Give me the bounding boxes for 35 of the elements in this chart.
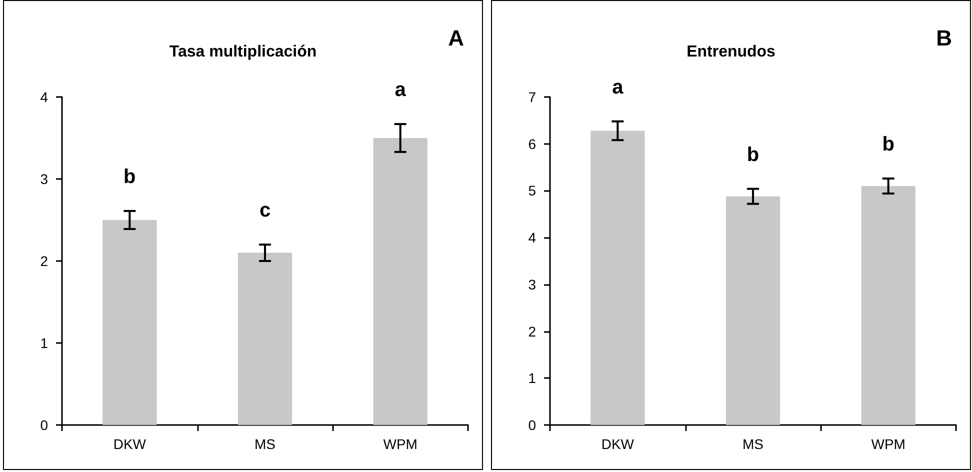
bar (373, 138, 428, 425)
y-tick-label: 7 (528, 89, 536, 105)
y-tick-label: 3 (528, 276, 536, 292)
y-tick-label: 0 (40, 417, 48, 433)
bar (238, 252, 292, 425)
y-tick-label: 6 (528, 136, 536, 152)
x-tick-label: MS (742, 436, 764, 452)
bar (102, 220, 157, 425)
y-tick-label: 1 (40, 335, 48, 351)
bar (726, 196, 780, 425)
y-tick-label: 3 (40, 171, 48, 187)
y-tick-label: 5 (528, 182, 536, 199)
x-tick-label: WPM (383, 436, 418, 452)
y-tick-label: 0 (528, 417, 536, 433)
annotation: b (124, 166, 136, 188)
x-tick-label: DKW (601, 436, 635, 452)
bar (590, 130, 645, 425)
y-tick-label: 2 (528, 323, 536, 340)
annotation: b (882, 134, 894, 156)
text: A (448, 26, 464, 50)
y-tick-label: 4 (40, 89, 48, 105)
bar (861, 186, 916, 425)
x-tick-label: WPM (871, 436, 906, 452)
text: B (936, 26, 952, 50)
x-tick-label: DKW (113, 436, 147, 452)
x-tick-label: MS (254, 436, 276, 452)
annotation: a (394, 79, 407, 102)
annotation: b (746, 144, 760, 166)
annotation: a (612, 76, 624, 98)
y-tick-label: 4 (528, 230, 536, 246)
annotation: c (259, 200, 271, 222)
y-tick-label: 2 (40, 253, 48, 269)
chart-title: Tasa multiplicación (169, 44, 317, 60)
chart-title: Entrenudos (686, 44, 776, 60)
y-tick-label: 1 (528, 370, 536, 386)
